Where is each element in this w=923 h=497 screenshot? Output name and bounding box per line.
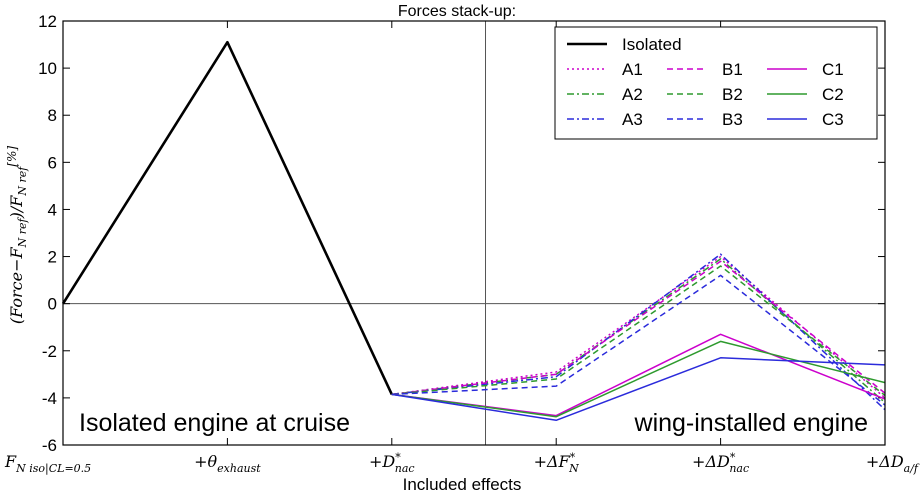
x-tick-label: FN iso|CL=0.5 [4, 452, 91, 476]
chart-legend: Isolated A1 B1 C1 A2 B2 C2 A3 B3 C3 [554, 26, 878, 140]
svg-text:(Force−FN ref)/FN ref[%]: (Force−FN ref)/FN ref[%] [5, 146, 29, 324]
legend-label-isolated: Isolated [622, 35, 682, 54]
series-line-b2 [391, 265, 886, 397]
x-axis-title: Included effects [403, 475, 522, 494]
legend-label-b2: B2 [722, 85, 743, 104]
series-line-c1 [391, 333, 886, 417]
legend-label-b3: B3 [722, 110, 743, 129]
chart-title: Forces stack-up: [398, 3, 516, 20]
series-line-b1 [391, 260, 886, 396]
legend-label-b1: B1 [722, 60, 743, 79]
x-tick-label: +ΔF* N [534, 451, 580, 475]
y-axis-title: (Force−FN ref)/FN ref[%] [5, 146, 29, 324]
series-line-a2 [391, 258, 886, 404]
series-line-c3 [391, 357, 886, 422]
y-tick-label: 10 [38, 59, 57, 78]
y-tick-label: -2 [42, 342, 57, 361]
x-tick-label: +ΔDa/f [866, 452, 920, 475]
legend-label-a2: A2 [622, 85, 643, 104]
series-line-a1 [391, 255, 886, 399]
plot-area: -6 -4 -2 0 2 4 6 8 10 12 FN iso|CL=0.5 +θexhaust +D*… [4, 12, 920, 476]
x-tick-label: +ΔD* nac [692, 451, 749, 475]
series-line-b3 [391, 274, 886, 406]
y-tick-label: 12 [38, 12, 57, 31]
legend-label-c3: C3 [822, 110, 844, 129]
legend-label-a3: A3 [622, 110, 643, 129]
legend-label-c1: C1 [822, 60, 844, 79]
y-tick-label: -6 [42, 436, 57, 455]
series-line-a3 [391, 253, 886, 411]
legend-label-c2: C2 [822, 85, 844, 104]
y-tick-label: 0 [48, 295, 57, 314]
legend-box [554, 26, 878, 140]
y-tick-label: 8 [48, 106, 57, 125]
y-tick-label: -4 [42, 389, 57, 408]
y-tick-label: 6 [48, 153, 57, 172]
y-tick-label: 2 [48, 248, 57, 267]
series-line-isolated [61, 40, 393, 395]
x-tick-label: +D* nac [369, 451, 415, 475]
annotation-installed: wing-installed engine [634, 409, 868, 437]
x-tick-label: +θexhaust [194, 452, 261, 475]
y-tick-label: 4 [48, 200, 57, 219]
annotation-isolated: Isolated engine at cruise [79, 409, 350, 437]
legend-label-a1: A1 [622, 60, 643, 79]
plot-frame [62, 20, 886, 446]
